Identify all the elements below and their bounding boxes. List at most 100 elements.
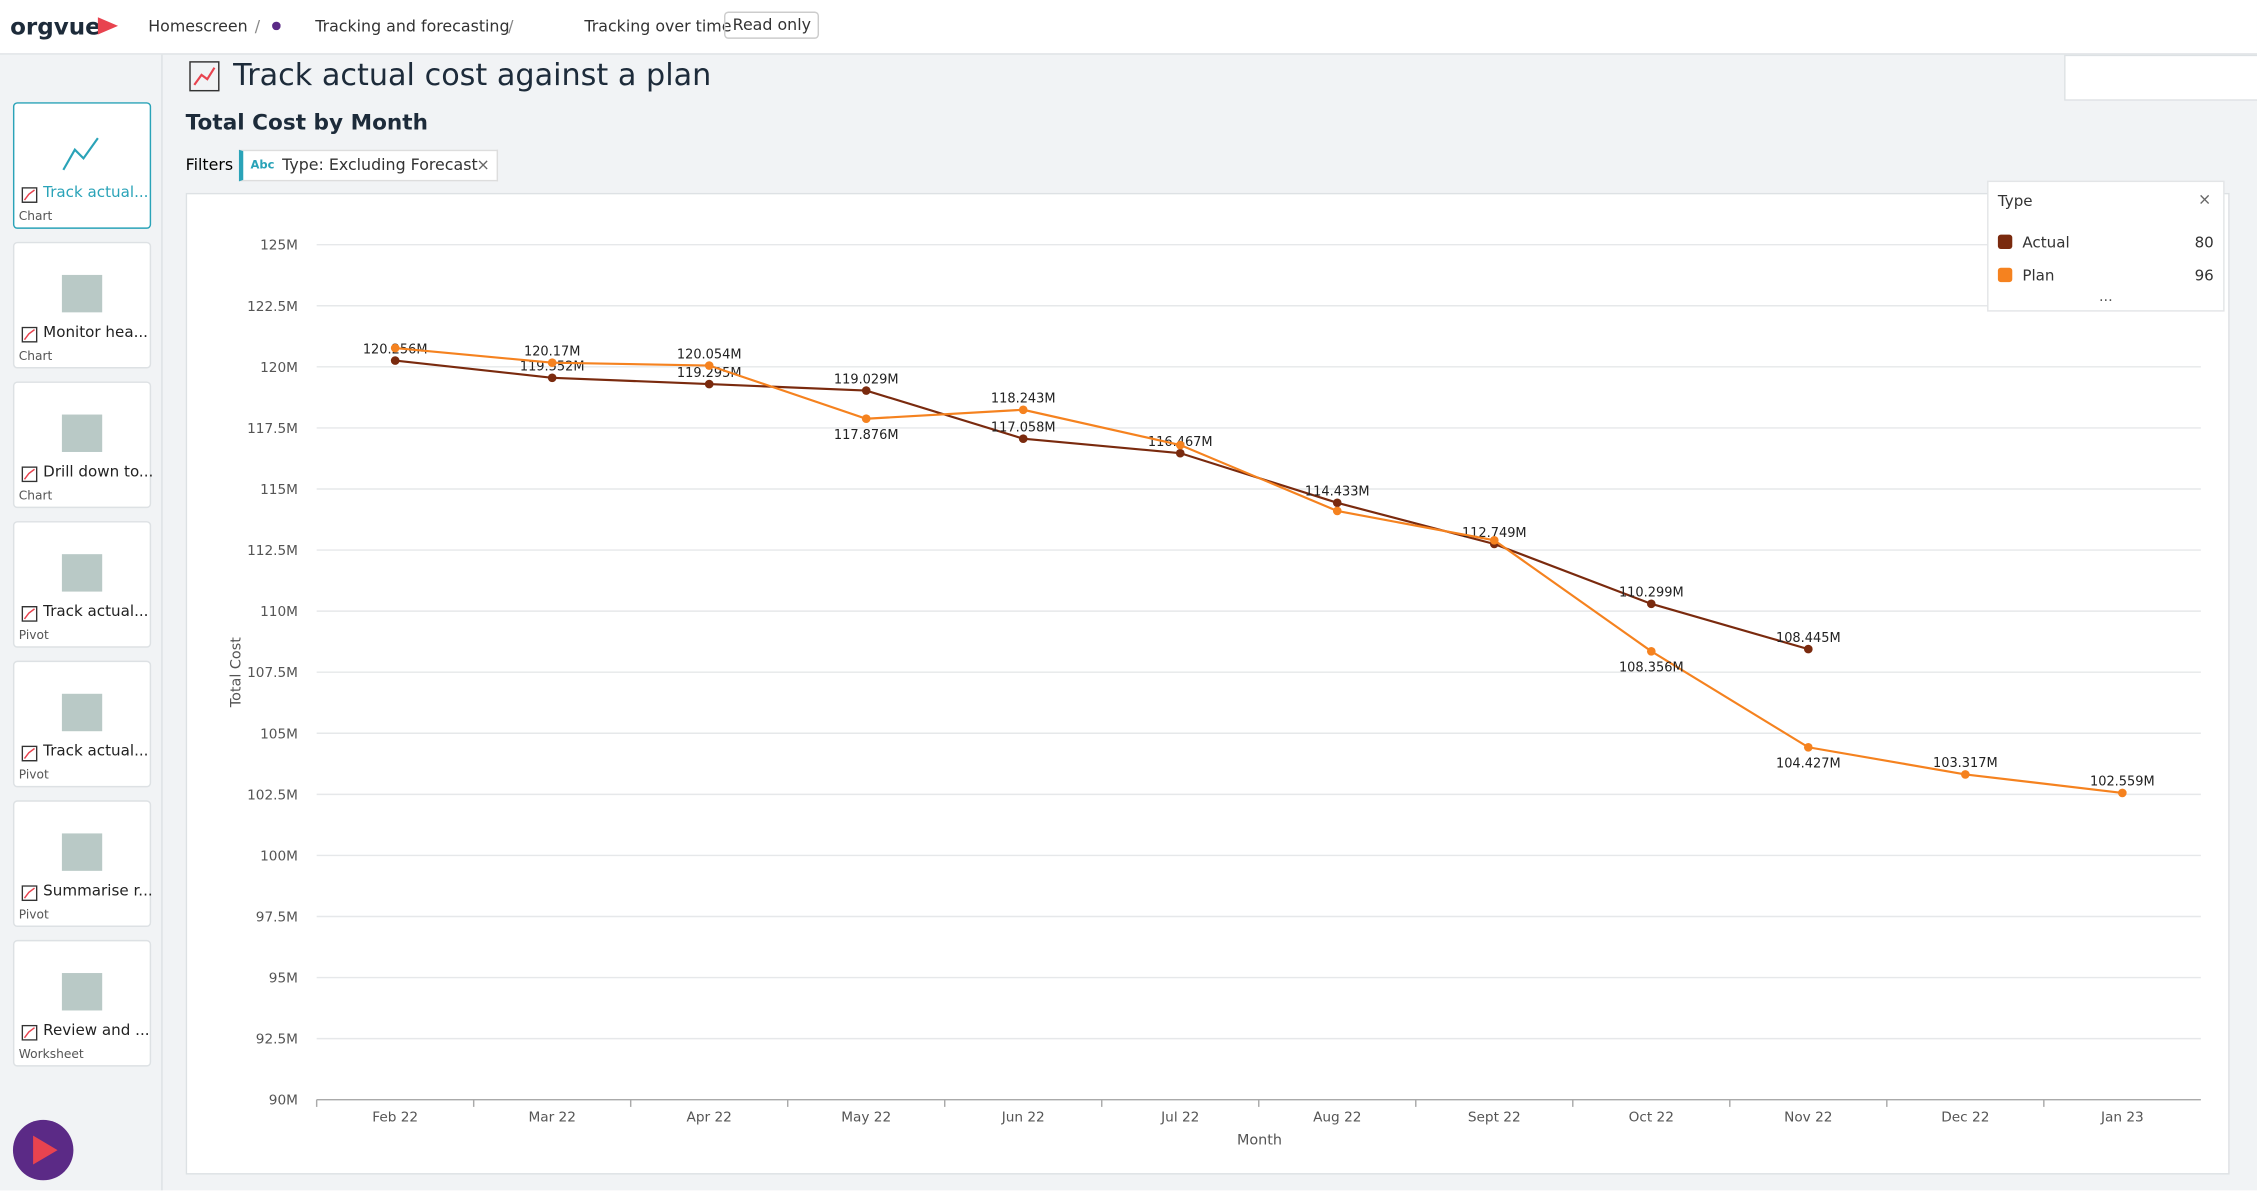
- card-kind: Pivot: [18, 629, 49, 644]
- point: [390, 356, 400, 365]
- x-tick-label: Apr 22: [687, 1109, 732, 1125]
- crumb[interactable]: Tracking and forecasting: [315, 17, 510, 36]
- dot: [272, 21, 281, 31]
- card-thumb: [62, 137, 99, 171]
- point: [1175, 440, 1185, 450]
- logo-mark: [97, 17, 119, 35]
- card-icon: [21, 1024, 38, 1041]
- y-tick-label: 122.5M: [247, 299, 298, 315]
- y-tick-label: 117.5M: [247, 421, 298, 437]
- data-label: 120.17M: [524, 344, 580, 359]
- legend-count: 96: [2195, 267, 2214, 285]
- sidebar-card[interactable]: Drill down to... Chart: [12, 381, 154, 509]
- x-tick-label: May 22: [841, 1109, 891, 1125]
- data-label: 103.317M: [1933, 756, 1998, 771]
- sidebar-card[interactable]: Review and ... Worksheet: [12, 939, 152, 1067]
- card-icon: [21, 326, 38, 343]
- legend-count: 80: [2195, 234, 2214, 252]
- point: [547, 373, 557, 383]
- card-icon: [21, 187, 38, 203]
- y-tick-label: 105M: [260, 726, 298, 742]
- sep: /: [508, 17, 514, 36]
- data-label: 120.054M: [677, 347, 742, 362]
- data-label: 118.243M: [991, 392, 1056, 407]
- card-title: Summarise r...: [43, 882, 153, 900]
- sidebar-card[interactable]: Summarise r... Pivot: [12, 800, 153, 927]
- data-label: 119.295M: [677, 366, 742, 381]
- card-icon: [21, 745, 38, 762]
- data-label: 108.356M: [1619, 660, 1684, 675]
- sidebar-card[interactable]: Track actual... Pivot: [12, 521, 152, 648]
- point: [390, 343, 400, 353]
- sidebar-card[interactable]: Track actual... Pivot: [12, 660, 152, 788]
- legend-label: Actual: [2022, 234, 2069, 252]
- y-tick-label: 92.5M: [256, 1032, 298, 1048]
- filter-chip[interactable]: Abc Type: Excluding Forecast ×: [238, 149, 499, 182]
- y-tick-label: 90M: [269, 1093, 298, 1109]
- legend-close: ×: [2198, 189, 2211, 208]
- point: [1332, 506, 1342, 516]
- avatar[interactable]: [12, 1118, 75, 1181]
- crumb[interactable]: Tracking over time: [584, 17, 732, 36]
- page-title: Track actual cost against a plan: [233, 57, 712, 93]
- x-tick-label: Jan 23: [2100, 1109, 2144, 1125]
- data-label: 110.299M: [1619, 586, 1684, 601]
- filters-label: Filters: [185, 155, 234, 175]
- point: [1018, 405, 1028, 415]
- chart-icon: [189, 61, 220, 92]
- data-label: 117.876M: [834, 428, 899, 443]
- legend: [1987, 180, 2225, 312]
- point: [1803, 644, 1813, 654]
- card-kind: Worksheet: [18, 1047, 84, 1063]
- logo: orgvue: [10, 12, 101, 41]
- x-tick-label: Nov 22: [1784, 1109, 1832, 1125]
- card-title: Monitor hea...: [43, 323, 149, 342]
- card-kind: Pivot: [18, 908, 49, 923]
- chart-panel: [185, 192, 2230, 1175]
- card-thumb: [61, 274, 103, 313]
- point: [1018, 434, 1028, 444]
- crumb[interactable]: Homescreen: [148, 17, 248, 36]
- chart-title: Total Cost by Month: [185, 109, 428, 136]
- x-tick-label: Oct 22: [1629, 1109, 1674, 1125]
- card-title: Review and ...: [43, 1021, 150, 1040]
- card-icon: [21, 466, 38, 483]
- sidebar-card[interactable]: Track actual... Chart: [12, 102, 152, 229]
- series-line: [395, 346, 2123, 794]
- point: [861, 386, 871, 395]
- filter-remove[interactable]: ×: [476, 155, 490, 175]
- card-title: Track actual...: [43, 742, 149, 761]
- point: [1489, 535, 1499, 545]
- card-title: Track actual...: [43, 603, 149, 621]
- x-tick-label: Aug 22: [1313, 1109, 1361, 1125]
- card-thumb: [61, 833, 103, 871]
- x-axis-label: Month: [1237, 1132, 1282, 1148]
- y-tick-label: 110M: [260, 604, 298, 620]
- series-line: [395, 359, 1809, 651]
- sidebar-card[interactable]: Monitor hea... Chart: [12, 241, 152, 369]
- x-tick-label: Jul 22: [1160, 1109, 1199, 1125]
- data-label: 119.029M: [834, 372, 899, 387]
- y-tick-label: 115M: [260, 482, 298, 498]
- data-label: 117.058M: [991, 421, 1056, 436]
- point: [1961, 770, 1970, 779]
- data-label: 102.559M: [2090, 775, 2155, 790]
- filter-tag: Abc: [250, 158, 275, 172]
- sidebar: Track actual... Chart Monitor hea... Cha…: [0, 54, 163, 1191]
- data-label: 108.445M: [1776, 631, 1841, 646]
- point: [861, 414, 871, 424]
- card-icon: [21, 605, 38, 622]
- y-tick-label: 125M: [260, 238, 298, 254]
- legend-more: ···: [2099, 293, 2113, 309]
- y-tick-label: 102.5M: [247, 787, 298, 803]
- card-title: Drill down to...: [43, 463, 154, 481]
- x-tick-label: Sept 22: [1468, 1109, 1521, 1125]
- card-thumb: [61, 973, 103, 1011]
- point: [547, 358, 557, 368]
- header: orgvue Homescreen / Tracking and forecas…: [0, 0, 2257, 55]
- badge: Read only: [724, 11, 820, 39]
- card-thumb: [61, 414, 103, 452]
- y-tick-label: 112.5M: [247, 543, 298, 559]
